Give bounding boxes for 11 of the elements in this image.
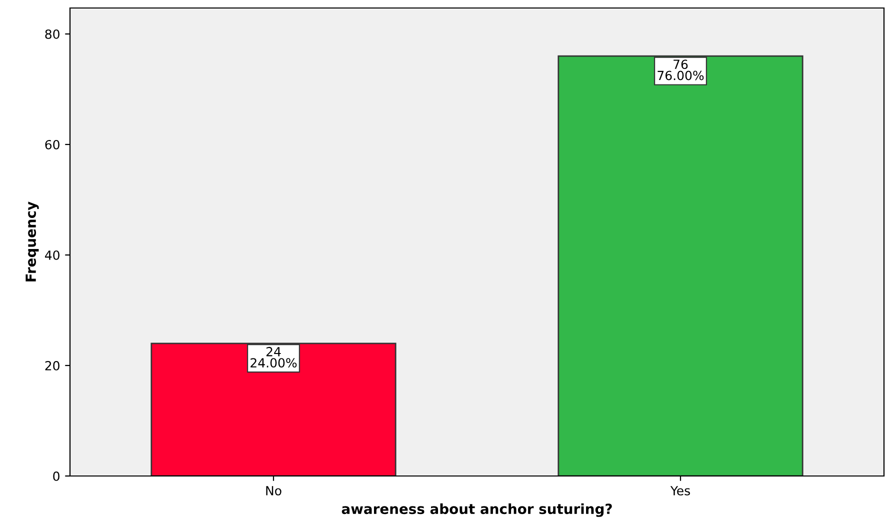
x-tick-label: No [266,486,282,496]
x-axis-title: awareness about anchor suturing? [342,503,612,517]
data-label: 24 24.00% [250,346,297,368]
y-tick-label: 80 [45,29,60,39]
y-tick-label: 40 [44,250,60,260]
data-label: 76 76.00% [658,60,704,80]
y-tick-label: 60 [45,140,60,150]
x-tick-label: Yes [670,486,690,496]
y-tick-label: 20 [45,360,60,370]
y-tick-label: 0 [53,471,60,481]
y-axis-title: Frequency [26,202,39,282]
